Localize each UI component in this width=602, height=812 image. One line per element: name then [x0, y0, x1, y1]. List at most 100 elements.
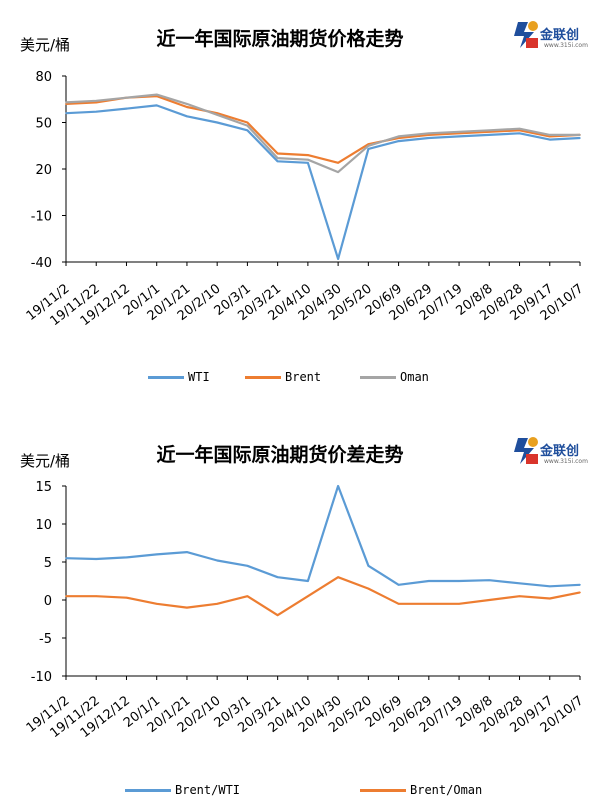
data-point: [488, 579, 491, 582]
data-point: [186, 606, 188, 609]
y-tick-label: 10: [35, 518, 52, 533]
data-point: [65, 103, 67, 105]
data-point: [65, 101, 67, 104]
logo-name: 金联创: [540, 28, 580, 43]
data-point: [428, 580, 430, 582]
spread-chart-panel: 美元/桶 近一年国际原油期货价差走势 金联创 www.315i.com -10 -…: [0, 420, 602, 812]
data-point: [125, 596, 128, 599]
data-point: [548, 134, 551, 136]
legend-swatch-brent-oman: [360, 789, 406, 792]
data-point: [276, 614, 279, 616]
data-point: [155, 93, 158, 96]
logo-name: 金联创: [540, 444, 580, 459]
data-point: [458, 580, 460, 582]
data-point: [488, 134, 491, 136]
legend-label-brent-oman: Brent/Oman: [410, 783, 483, 797]
data-point: [155, 603, 158, 605]
data-point: [216, 559, 218, 562]
data-point: [246, 121, 249, 124]
data-point: [276, 576, 279, 578]
data-point: [95, 595, 98, 597]
legend-item-brent-wti: Brent/WTI: [125, 783, 240, 797]
data-point: [186, 106, 188, 108]
legend-swatch-wti: [148, 376, 184, 379]
data-point: [307, 580, 309, 582]
y-tick-label: -10: [31, 210, 52, 225]
data-point: [95, 101, 98, 104]
legend-label-wti: WTI: [188, 370, 210, 384]
logo-mark-icon: [514, 21, 538, 48]
data-point: [276, 160, 279, 163]
data-point: [458, 603, 460, 605]
y-tick-label: 15: [35, 480, 52, 495]
data-point: [186, 115, 188, 118]
y-tick-label: 80: [35, 70, 52, 85]
y-tick-label: 50: [35, 117, 52, 132]
data-point: [246, 565, 249, 567]
data-point: [307, 158, 309, 161]
data-point: [518, 127, 521, 130]
data-point: [428, 132, 430, 135]
data-point: [367, 587, 370, 590]
legend-item-brent: Brent: [245, 370, 321, 384]
data-point: [186, 551, 188, 553]
data-point: [186, 103, 188, 105]
data-point: [95, 558, 98, 560]
data-point: [337, 485, 339, 487]
legend-item-oman: Oman: [360, 370, 429, 384]
data-point: [125, 107, 128, 110]
spread-line-chart: -10-505101519/11/219/11/2219/12/1220/1/1…: [24, 480, 587, 741]
data-point: [518, 132, 521, 135]
data-point: [548, 135, 551, 138]
y-tick-label: -40: [31, 256, 52, 271]
legend-label-brent: Brent: [285, 370, 322, 384]
data-point: [216, 603, 218, 605]
data-point: [488, 599, 491, 601]
data-point: [307, 154, 309, 156]
series-line: [65, 104, 581, 260]
data-point: [579, 137, 581, 139]
data-point: [276, 152, 279, 155]
data-point: [155, 553, 158, 556]
chart-title: 近一年国际原油期货价格走势: [156, 28, 404, 50]
data-point: [579, 134, 581, 136]
data-point: [488, 129, 491, 132]
data-point: [518, 595, 521, 597]
data-point: [458, 135, 460, 138]
series-line: [65, 94, 581, 164]
data-point: [367, 148, 370, 150]
data-point: [428, 137, 430, 139]
data-point: [216, 113, 218, 116]
data-point: [276, 157, 279, 159]
price-line-chart: -40-1020508019/11/219/11/2219/12/1220/1/…: [24, 70, 587, 329]
data-point: [216, 121, 218, 124]
y-tick-label: -5: [39, 632, 52, 647]
data-point: [337, 171, 339, 173]
data-point: [458, 132, 460, 135]
legend-label-brent-wti: Brent/WTI: [175, 783, 241, 797]
data-point: [307, 162, 309, 164]
data-point: [307, 595, 309, 597]
data-point: [95, 110, 98, 113]
data-point: [337, 576, 339, 578]
series-line: [65, 93, 580, 174]
y-tick-label: 0: [44, 594, 52, 609]
data-point: [518, 582, 521, 585]
y-unit-label: 美元/桶: [20, 36, 71, 54]
data-point: [95, 100, 98, 102]
data-point: [548, 585, 551, 588]
brand-logo: 金联创 www.315i.com: [512, 18, 594, 58]
data-point: [397, 140, 400, 142]
chart-title: 近一年国际原油期货价差走势: [156, 444, 404, 466]
logo-url: www.315i.com: [544, 42, 588, 49]
y-tick-label: 5: [44, 556, 52, 571]
data-point: [397, 603, 400, 605]
y-unit-label: 美元/桶: [20, 452, 71, 470]
legend-item-wti: WTI: [148, 370, 210, 384]
series-line: [65, 484, 581, 588]
data-point: [579, 591, 581, 594]
data-point: [397, 584, 400, 586]
data-point: [337, 258, 339, 260]
brand-logo: 金联创 www.315i.com: [512, 434, 594, 474]
data-point: [367, 565, 370, 567]
